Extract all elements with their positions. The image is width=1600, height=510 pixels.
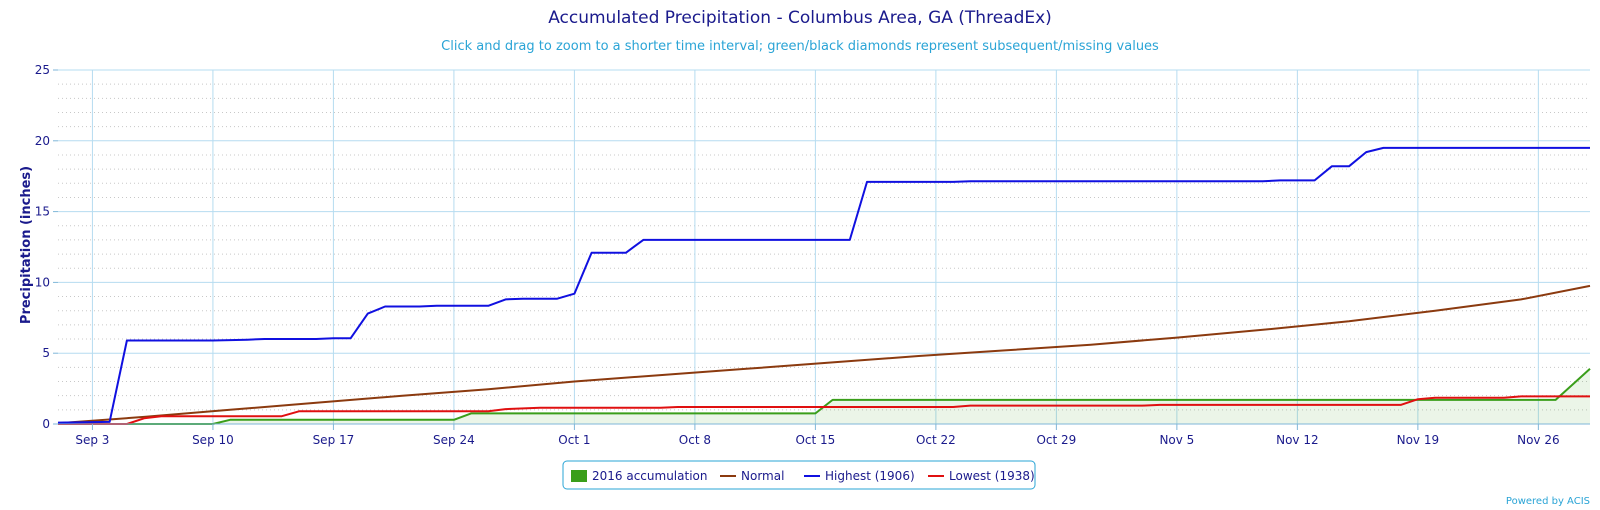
x-tick-label: Oct 29 [1036, 433, 1076, 447]
axes: 0 5 10 15 20 25 Sep 3 Sep 10 Sep 17 Sep 24 Oct 1 Oc… [35, 63, 1590, 447]
credits-link[interactable]: Powered by ACIS [1506, 496, 1590, 507]
y-tick-label: 20 [35, 134, 50, 148]
legend-label: 2016 accumulation [592, 469, 707, 483]
legend-label: Lowest (1938) [949, 469, 1035, 483]
chart-title: Accumulated Precipitation - Columbus Are… [548, 8, 1052, 28]
y-tick-label: 5 [42, 346, 50, 360]
y-tick-label: 10 [35, 275, 50, 289]
y-tick-label: 15 [35, 205, 50, 219]
series-line-normal[interactable] [57, 284, 1591, 425]
grid-lines [58, 69, 1590, 425]
x-tick-label: Oct 1 [558, 433, 590, 447]
x-tick-label: Oct 22 [916, 433, 956, 447]
series-area-2016-accumulation [58, 368, 1590, 424]
x-tick-label: Nov 12 [1276, 433, 1319, 447]
series-line-highest-1906[interactable] [57, 146, 1590, 424]
legend-item-2016-accumulation[interactable]: 2016 accumulation [571, 469, 707, 483]
x-tick-label: Nov 19 [1397, 433, 1440, 447]
series-line-lowest-1938[interactable] [58, 395, 1590, 425]
legend: 2016 accumulation Normal Highest (1906) Low… [562, 460, 1036, 490]
x-tick-label: Sep 10 [192, 433, 234, 447]
legend-swatch [571, 470, 587, 482]
x-tick-label: Sep 3 [75, 433, 109, 447]
x-tick-label: Oct 8 [679, 433, 711, 447]
legend-label: Highest (1906) [825, 469, 915, 483]
legend-item-lowest-1938[interactable]: Lowest (1938) [928, 469, 1035, 483]
x-tick-label: Nov 26 [1517, 433, 1560, 447]
legend-box [562, 460, 1036, 490]
legend-label: Normal [741, 469, 784, 483]
y-tick-label: 0 [42, 417, 50, 431]
y-axis-label: Precipitation (inches) [19, 166, 34, 324]
legend-item-normal[interactable]: Normal [720, 469, 784, 483]
x-tick-label: Sep 24 [433, 433, 475, 447]
y-tick-label: 25 [35, 63, 50, 77]
chart-subtitle: Click and drag to zoom to a shorter time… [441, 39, 1159, 54]
legend-item-highest-1906[interactable]: Highest (1906) [804, 469, 915, 483]
x-tick-label: Oct 15 [795, 433, 835, 447]
series-layer [57, 146, 1591, 425]
x-tick-label: Nov 5 [1159, 433, 1194, 447]
x-tick-label: Sep 17 [313, 433, 355, 447]
series-line-2016-accumulation[interactable] [58, 368, 1591, 425]
